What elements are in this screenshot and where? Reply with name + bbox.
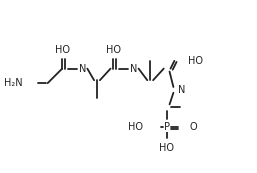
Text: HO: HO xyxy=(188,56,203,66)
Text: H₂N: H₂N xyxy=(4,78,23,88)
Text: P: P xyxy=(164,122,170,132)
Text: N: N xyxy=(178,85,186,95)
Text: HO: HO xyxy=(159,143,174,153)
Text: HO: HO xyxy=(55,45,70,55)
Text: HO: HO xyxy=(106,45,121,55)
Text: O: O xyxy=(190,122,197,132)
Text: N: N xyxy=(79,64,86,74)
Text: HO: HO xyxy=(128,122,143,132)
Text: N: N xyxy=(130,64,137,74)
